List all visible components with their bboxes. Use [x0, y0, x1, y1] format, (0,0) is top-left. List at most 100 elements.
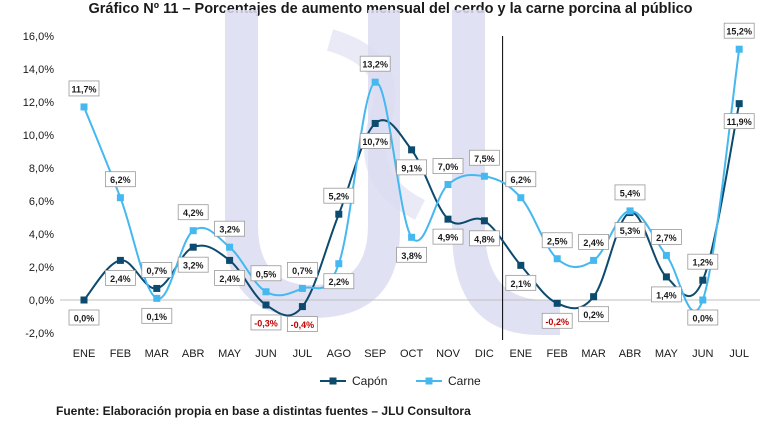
data-label-box	[505, 171, 537, 188]
data-label-text: 11,9%	[727, 117, 752, 127]
y-tick-label: 4,0%	[29, 229, 54, 241]
data-label-carne: 13,2%	[359, 55, 391, 72]
point-carne	[262, 288, 270, 296]
data-label-box	[396, 246, 428, 263]
data-label-box	[359, 55, 391, 72]
point-carne	[80, 103, 88, 111]
x-tick-label: JUN	[255, 348, 276, 360]
watermark-u-shape	[225, 10, 400, 318]
source-note: Fuente: Elaboración propia en base a dis…	[56, 404, 471, 418]
data-label-capon: 5,2%	[323, 187, 355, 204]
y-tick-label: 10,0%	[23, 130, 54, 142]
y-tick-label: 16,0%	[23, 31, 54, 43]
point-capon	[590, 293, 598, 301]
point-capon	[699, 276, 707, 284]
data-label-text: 2,7%	[656, 233, 677, 243]
point-capon	[80, 296, 88, 304]
point-capon	[298, 303, 306, 311]
data-label-text: 9,1%	[401, 163, 422, 173]
data-label-carne: 3,8%	[396, 246, 428, 263]
data-label-carne: 0,7%	[286, 262, 318, 278]
point-carne	[590, 256, 598, 264]
data-label-capon: 1,4%	[651, 286, 682, 303]
x-tick-label: MAY	[218, 348, 242, 360]
data-label-carne: 2,7%	[651, 229, 682, 245]
data-label-box	[468, 230, 500, 247]
point-capon	[153, 284, 161, 292]
data-label-box	[105, 171, 136, 188]
point-capon	[262, 301, 270, 309]
data-label-carne: 5,4%	[614, 184, 646, 201]
point-carne	[444, 181, 452, 188]
data-label-box	[323, 187, 355, 204]
data-label-text: 0,2%	[583, 310, 604, 320]
data-label-text: 2,4%	[110, 274, 131, 284]
line-chart: -2,0% 0,0% 2,0% 4,0% 6,0% 8,0% 10,0% 12,0% 14,0%…	[23, 10, 760, 388]
x-tick-label: FEB	[110, 348, 131, 360]
data-label-capon: 11,9%	[723, 113, 755, 130]
point-capon	[116, 256, 124, 264]
series-points	[80, 45, 743, 311]
data-label-box	[177, 256, 209, 273]
x-tick-label: ENE	[73, 348, 96, 360]
data-label-box	[432, 158, 464, 174]
data-label-carne: 2,4%	[578, 233, 609, 250]
legend-marker	[425, 377, 433, 385]
data-label-text: 6,2%	[511, 175, 532, 185]
data-label-box	[359, 133, 391, 149]
data-label-box	[541, 312, 573, 329]
x-tick-label: MAY	[655, 348, 679, 360]
data-label-carne: 0,5%	[250, 265, 282, 282]
x-tick-label: AGO	[327, 348, 352, 360]
data-label-box	[177, 204, 209, 221]
data-label-text: 5,4%	[620, 188, 641, 198]
data-label-text: 4,2%	[183, 208, 204, 218]
point-capon	[553, 299, 561, 307]
point-capon	[517, 261, 525, 269]
data-label-text: 4,9%	[438, 233, 459, 243]
data-label-box	[541, 232, 573, 249]
data-labels: 0,0% 2,4% 0,7% 3,2% 2,4% -0,3% -0,4% 5,2% 10,7% 9…	[68, 22, 755, 333]
data-label-text: -0,3%	[254, 318, 278, 328]
point-capon	[226, 256, 234, 264]
data-label-capon: 10,7%	[359, 133, 391, 149]
data-label-box	[723, 113, 755, 130]
y-tick-label: 14,0%	[23, 64, 54, 76]
data-label-text: 0,0%	[693, 314, 714, 324]
data-label-carne: 7,5%	[468, 149, 500, 166]
data-label-text: 0,7%	[292, 266, 313, 276]
data-label-text: 2,4%	[583, 238, 604, 248]
point-capon	[408, 146, 416, 154]
data-label-box	[651, 286, 682, 303]
point-carne	[371, 78, 379, 86]
data-label-box	[286, 316, 318, 333]
legend-marker	[329, 377, 337, 385]
data-label-box	[250, 314, 282, 331]
data-label-box	[323, 273, 355, 290]
data-label-box	[687, 253, 719, 270]
data-label-carne: 0,1%	[141, 307, 173, 324]
point-carne	[153, 294, 161, 302]
y-tick-label: 0,0%	[29, 295, 54, 307]
x-tick-label: DIC	[475, 348, 494, 360]
data-label-box	[141, 262, 173, 278]
data-label-box	[614, 222, 646, 238]
data-label-text: 0,0%	[74, 314, 95, 324]
data-label-text: 7,5%	[474, 154, 495, 164]
y-tick-label: 12,0%	[23, 97, 54, 109]
point-capon	[335, 210, 343, 218]
x-tick-label: ABR	[619, 348, 642, 360]
data-label-capon: -0,2%	[541, 312, 573, 329]
data-label-box	[723, 22, 755, 39]
data-label-text: -0,2%	[545, 317, 569, 327]
data-label-box	[68, 80, 100, 97]
data-label-box	[68, 309, 100, 326]
point-capon	[371, 119, 379, 127]
data-label-text: 0,1%	[147, 312, 168, 322]
x-tick-label: ENE	[509, 348, 532, 360]
data-label-capon: 0,0%	[68, 309, 100, 326]
data-label-capon: 0,2%	[578, 306, 609, 323]
data-label-text: 3,8%	[401, 251, 422, 261]
point-capon	[189, 243, 197, 251]
data-label-text: 1,4%	[656, 290, 677, 300]
